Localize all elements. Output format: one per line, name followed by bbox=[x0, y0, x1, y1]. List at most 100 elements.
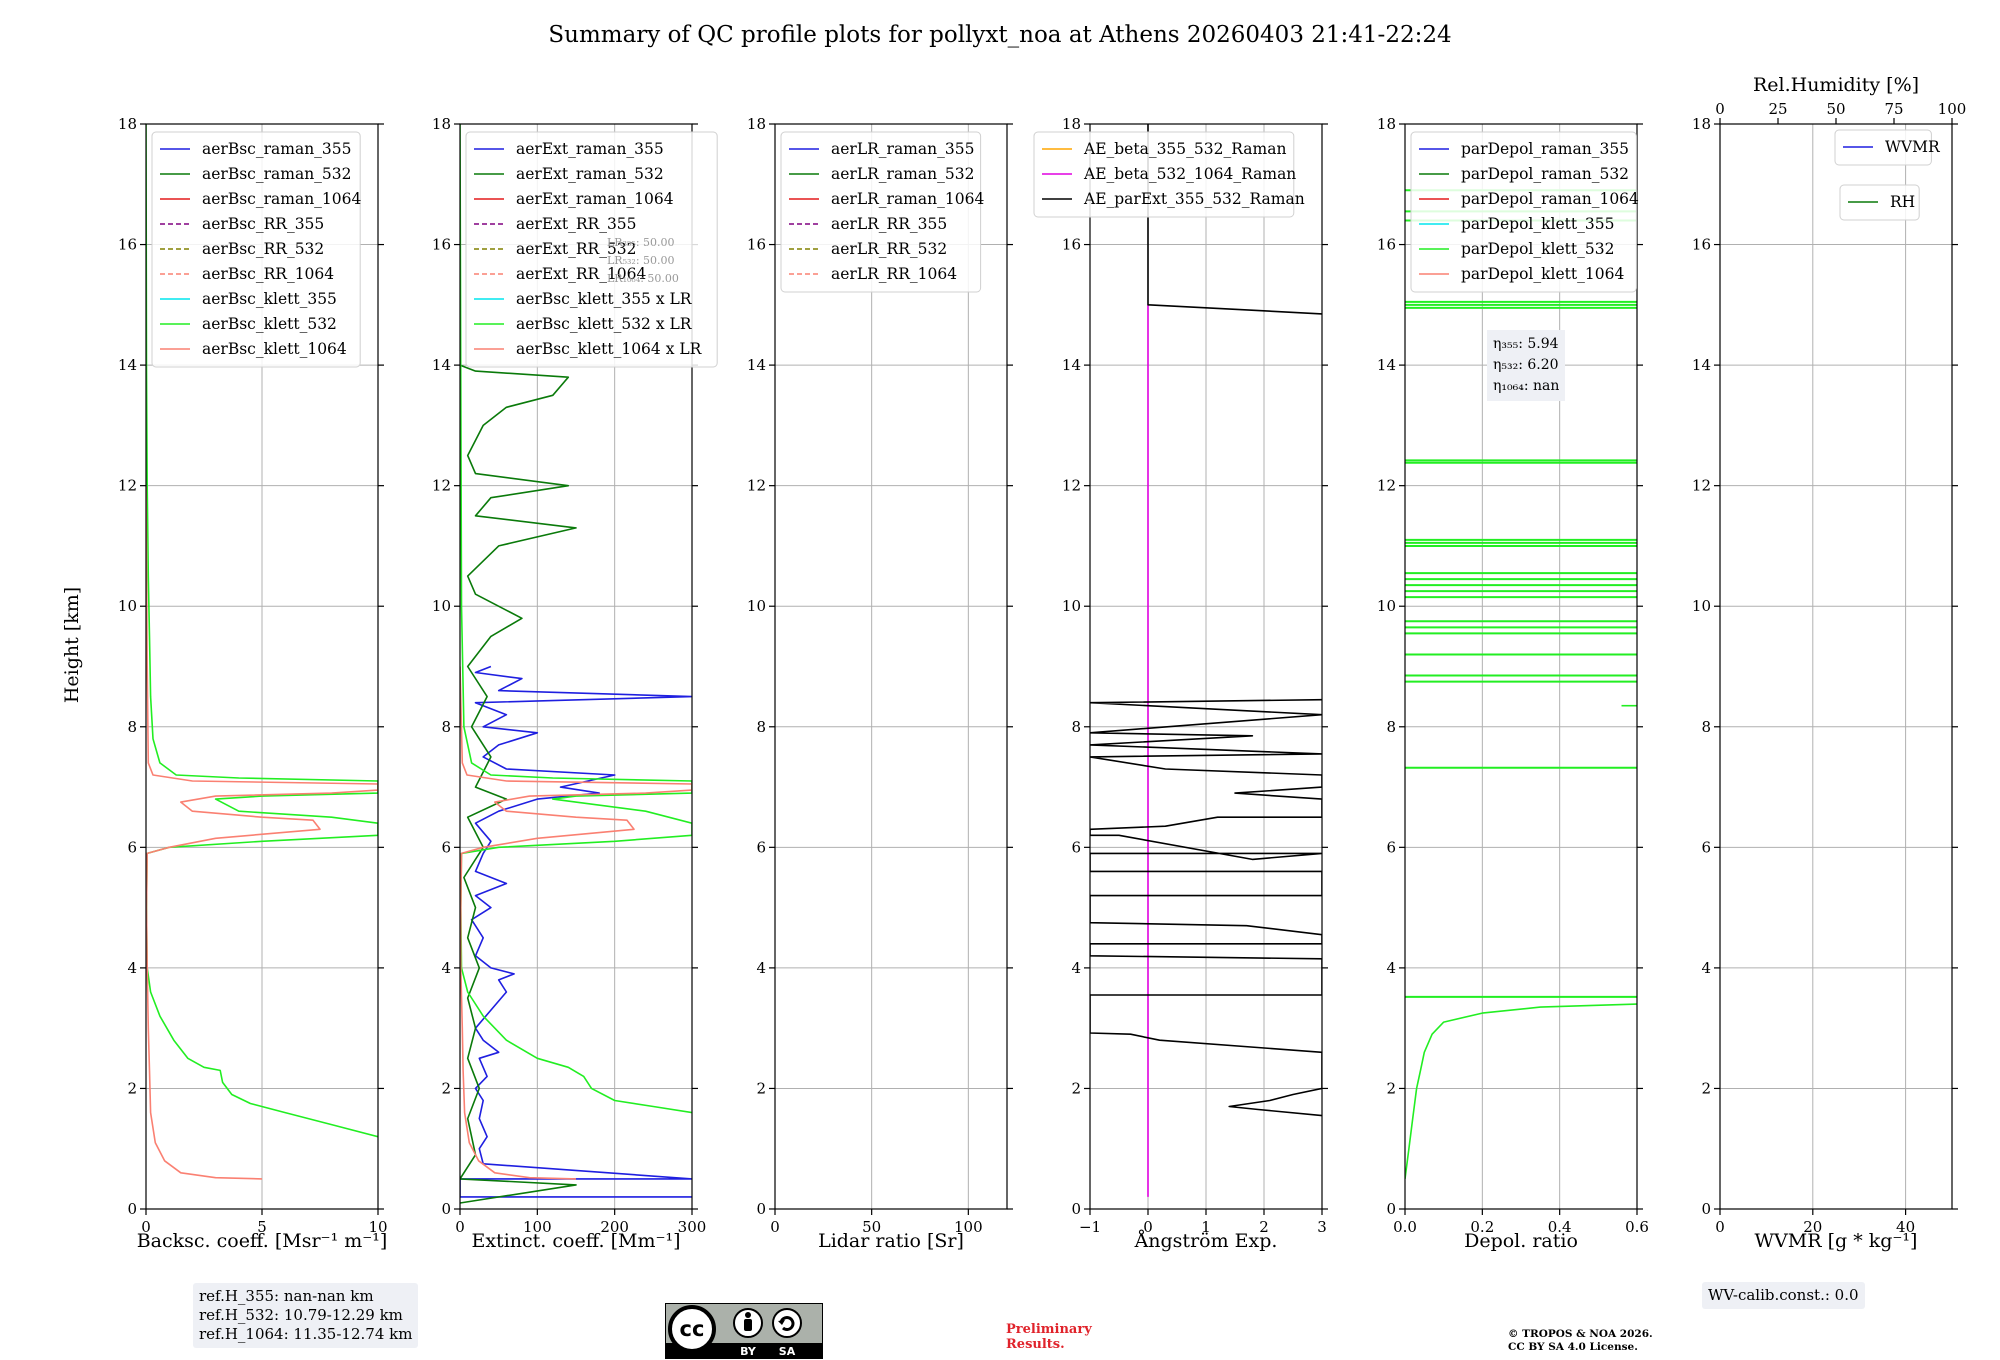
figure-title: Summary of QC profile plots for pollyxt_… bbox=[548, 22, 1452, 48]
y-tick-label: 8 bbox=[756, 718, 766, 736]
x-tick-label: 0.6 bbox=[1625, 1218, 1649, 1236]
x-tick-label: 1 bbox=[1201, 1218, 1211, 1236]
y-tick-label: 18 bbox=[1377, 115, 1396, 133]
legend-entry: aerBsc_klett_355 bbox=[202, 290, 337, 308]
legend-entry: aerExt_RR_1064 bbox=[516, 265, 647, 283]
series-aerbsc-klett-1064 bbox=[146, 485, 378, 1180]
x-tick-label: −1 bbox=[1079, 1218, 1101, 1236]
sa-text: SA bbox=[779, 1345, 796, 1358]
axes-frame bbox=[1719, 123, 1953, 1210]
subplot-5: 0 2 4 6 8 10 12 14 16 18 0.0 0.2 0.4 0.6 parDepol_rama… bbox=[1377, 115, 1649, 1236]
y-tick-label: 0 bbox=[756, 1200, 766, 1218]
eta-355: η₃₅₅: 5.94 bbox=[1493, 336, 1559, 352]
y-tick-label: 4 bbox=[1071, 959, 1081, 977]
ref-height-532: ref.H_532: 10.79-12.29 km bbox=[199, 1306, 403, 1324]
legend-entry: aerBsc_klett_1064 x LR bbox=[516, 340, 703, 358]
legend-entry: parDepol_klett_532 bbox=[1461, 240, 1614, 258]
legend-entry: aerLR_raman_1064 bbox=[831, 190, 984, 208]
x-tick-label: 0.2 bbox=[1470, 1218, 1494, 1236]
ref-height-355: ref.H_355: nan-nan km bbox=[199, 1287, 374, 1305]
x-tick-label: 0 bbox=[1143, 1218, 1153, 1236]
x-tick-label: 0 bbox=[455, 1218, 465, 1236]
y-tick-label: 6 bbox=[1701, 838, 1711, 856]
top-tick-label: 25 bbox=[1768, 100, 1787, 118]
lr-1064: LR₁₀₆₄: 50.00 bbox=[607, 272, 679, 285]
y-tick-label: 10 bbox=[1062, 597, 1081, 615]
legend-entry: AE_beta_532_1064_Raman bbox=[1083, 165, 1296, 183]
copyright-line1: © TROPOS & NOA 2026. bbox=[1508, 1328, 1653, 1340]
y-tick-label: 2 bbox=[1071, 1079, 1081, 1097]
y-tick-label: 4 bbox=[756, 959, 766, 977]
by-text: BY bbox=[740, 1345, 757, 1358]
y-tick-label: 12 bbox=[1062, 477, 1081, 495]
preliminary-line1: Preliminary bbox=[1006, 1322, 1092, 1337]
y-tick-label: 6 bbox=[1386, 838, 1396, 856]
copyright-line2: CC BY SA 4.0 License. bbox=[1508, 1341, 1638, 1353]
y-tick-label: 12 bbox=[747, 477, 766, 495]
legend-entry: aerExt_raman_532 bbox=[516, 165, 664, 183]
legend-entry: aerBsc_raman_532 bbox=[202, 165, 352, 183]
legend-3 bbox=[780, 131, 982, 293]
series-aerbsc-klett-532 bbox=[146, 124, 378, 1138]
legend-entry: parDepol_klett_355 bbox=[1461, 215, 1614, 233]
legend-entry: AE_parExt_355_532_Raman bbox=[1083, 190, 1305, 208]
legend-entry: aerBsc_RR_355 bbox=[202, 215, 324, 233]
y-tick-label: 4 bbox=[441, 959, 451, 977]
x-axis-label-1: Backsc. coeff. [Msr⁻¹ m⁻¹] bbox=[136, 1230, 388, 1252]
x-tick-label: 200 bbox=[600, 1218, 629, 1236]
lr-355: LR₃₅₅: 50.00 bbox=[607, 236, 675, 249]
y-tick-label: 10 bbox=[118, 597, 137, 615]
y-tick-label: 2 bbox=[1386, 1079, 1396, 1097]
legend-entry: aerLR_RR_355 bbox=[831, 215, 947, 233]
y-tick-label: 10 bbox=[747, 597, 766, 615]
y-tick-label: 14 bbox=[747, 356, 766, 374]
y-tick-label: 8 bbox=[1701, 718, 1711, 736]
axes-frame bbox=[1404, 123, 1638, 1210]
y-tick-label: 18 bbox=[1062, 115, 1081, 133]
legend-rh bbox=[1839, 184, 1920, 221]
copyright-note: © TROPOS & NOA 2026. CC BY SA 4.0 Licens… bbox=[1508, 1328, 1653, 1354]
cc-by-sa-badge-icon: cc BY SA bbox=[665, 1303, 823, 1359]
x-tick-label: 40 bbox=[1896, 1218, 1915, 1236]
y-tick-label: 10 bbox=[1377, 597, 1396, 615]
legend-entry: parDepol_raman_355 bbox=[1461, 140, 1629, 158]
legend-entry: aerLR_raman_355 bbox=[831, 140, 974, 158]
rh-axis-label: Rel.Humidity [%] bbox=[1752, 74, 1920, 96]
eta-532: η₅₃₂: 6.20 bbox=[1493, 357, 1559, 373]
y-tick-label: 14 bbox=[1692, 356, 1711, 374]
y-tick-label: 2 bbox=[441, 1079, 451, 1097]
series-aerbsc-klett-1064-x-lr bbox=[460, 666, 692, 1180]
y-tick-label: 16 bbox=[432, 236, 451, 254]
legend-entry: aerBsc_raman_1064 bbox=[202, 190, 362, 208]
x-tick-label: 20 bbox=[1803, 1218, 1822, 1236]
series-aerext-raman-355 bbox=[460, 665, 692, 1198]
x-tick-label: 0 bbox=[770, 1218, 780, 1236]
x-tick-label: 0.4 bbox=[1548, 1218, 1572, 1236]
legend-entry: aerExt_RR_355 bbox=[516, 215, 637, 233]
legend-entry: aerBsc_RR_1064 bbox=[202, 265, 334, 283]
y-tick-label: 14 bbox=[118, 356, 137, 374]
preliminary-results-note: Preliminary Results. bbox=[1006, 1322, 1092, 1352]
y-tick-label: 6 bbox=[1071, 838, 1081, 856]
x-tick-label: 100 bbox=[523, 1218, 552, 1236]
y-tick-label: 8 bbox=[127, 718, 137, 736]
y-tick-label: 2 bbox=[1701, 1079, 1711, 1097]
y-tick-label: 16 bbox=[118, 236, 137, 254]
subplot-2: 0 2 4 6 8 10 12 14 16 18 0 100 200 300 aerExt_raman_35… bbox=[432, 115, 718, 1236]
eta-1064: η₁₀₆₄: nan bbox=[1493, 378, 1560, 394]
x-axis-label-2: Extinct. coeff. [Mm⁻¹] bbox=[471, 1230, 681, 1252]
ref-height-1064: ref.H_1064: 11.35-12.74 km bbox=[199, 1325, 413, 1343]
y-tick-label: 16 bbox=[747, 236, 766, 254]
y-tick-label: 6 bbox=[127, 838, 137, 856]
x-tick-label: 0 bbox=[1715, 1218, 1725, 1236]
x-axis-label-4: Ångström Exp. bbox=[1134, 1230, 1278, 1252]
y-tick-label: 16 bbox=[1377, 236, 1396, 254]
legend-entry: aerBsc_raman_355 bbox=[202, 140, 352, 158]
eta-box: η₃₅₅: 5.94 η₅₃₂: 6.20 η₁₀₆₄: nan bbox=[1487, 330, 1566, 401]
axes-frame bbox=[459, 123, 693, 1210]
legend-entry: aerLR_RR_1064 bbox=[831, 265, 957, 283]
legend-entry: parDepol_raman_532 bbox=[1461, 165, 1629, 183]
y-tick-label: 4 bbox=[1701, 959, 1711, 977]
y-tick-label: 18 bbox=[118, 115, 137, 133]
